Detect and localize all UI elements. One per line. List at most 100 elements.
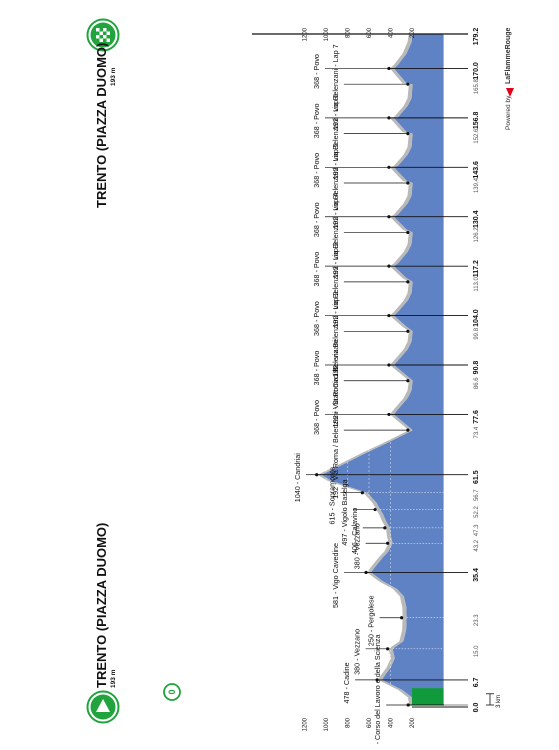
annotation-dot: [406, 280, 410, 284]
minor-km-label: 15.0: [474, 645, 480, 657]
annotation-label: 368 - Povo: [312, 400, 321, 435]
y-tick-label-bottom: 600: [367, 717, 373, 728]
profile-base-band: [412, 34, 444, 705]
major-km-label: 104.0: [473, 309, 480, 327]
annotation-dot: [315, 473, 319, 477]
major-km-label: 90.8: [473, 361, 480, 375]
y-tick-label-top: 600: [367, 27, 373, 38]
annotation-label: 368 - Povo: [312, 252, 321, 287]
km-scale-label: 3 km: [496, 695, 502, 708]
y-tick-label-bottom: 400: [389, 717, 395, 728]
finish-flag-icon: [86, 18, 120, 52]
annotation-dot: [387, 412, 391, 417]
major-km-label: 179.2: [473, 28, 480, 46]
annotation-label: 368 - Povo: [312, 153, 321, 188]
minor-km-label: 126.2: [474, 227, 480, 243]
annotation-dot: [406, 428, 410, 432]
minor-km-label: 165.8: [474, 79, 480, 95]
annotation-label: 192 - via Belenzani - Lap 2: [331, 292, 340, 378]
annotation-dot: [387, 116, 391, 120]
powered-by-text: Powered by: [505, 95, 512, 130]
y-tick-label-top: 800: [346, 27, 352, 38]
annotation-dot: [406, 379, 410, 383]
annotation-label: 250 - Pergolese: [367, 595, 376, 646]
annotation-label: 380 - Vezzano: [353, 629, 362, 675]
annotation-dot: [375, 678, 379, 682]
annotation-dot: [364, 570, 368, 575]
annotation-dot: [383, 526, 387, 530]
minor-km-label: 139.4: [474, 177, 480, 193]
annotation-label: 368 - Povo: [312, 351, 321, 386]
y-tick-label-bottom: 800: [346, 717, 352, 728]
annotation-dot: [406, 230, 410, 235]
minor-km-label: 23.3: [474, 614, 480, 626]
annotation-dot: [386, 541, 390, 545]
annotation-label: 368 - Povo: [312, 54, 321, 89]
major-km-label: 130.4: [473, 210, 480, 228]
annotation-dot: [360, 491, 364, 495]
annotation-dot: [406, 703, 410, 707]
annotation-dot: [406, 132, 410, 136]
brand-flame-icon: [506, 88, 514, 97]
major-km-label: 117.2: [473, 260, 480, 277]
major-km-label: 61.5: [473, 470, 480, 484]
annotation-label: 380 - Vezzano: [353, 523, 362, 569]
annotation-label: 192 - via Belenzani - Lap 4: [331, 193, 340, 279]
annotation-dot: [406, 329, 410, 333]
annotation-dot: [406, 82, 410, 86]
y-tick-label-top: 400: [389, 27, 395, 38]
annotation-label: 192 - via Belenzani - Lap 5: [331, 143, 340, 229]
annotation-label: 192 - via Belenzani - Lap 7: [331, 44, 340, 130]
minor-km-label: 73.4: [474, 426, 480, 438]
start-flag-icon: [86, 690, 120, 724]
start-city: TRENTO (PIAZZA DUOMO): [94, 522, 109, 688]
annotation-dot: [387, 313, 391, 318]
finish-city: TRENTO (PIAZZA DUOMO): [94, 42, 109, 208]
start-zone-block: [412, 688, 444, 705]
profile-road-band: [317, 34, 414, 705]
brand-name: LaFlammeRouge: [505, 27, 512, 84]
annotation-dot: [387, 66, 391, 71]
annotation-label: 192 - Via Roma / Belenzani: [331, 340, 340, 428]
km0-marker-icon: [163, 683, 181, 701]
finish-altitude: 193 m: [110, 67, 117, 86]
annotation-dot: [387, 363, 391, 367]
annotation-label: 1040 - Candriai: [293, 453, 302, 503]
start-altitude: 193 m: [110, 669, 117, 688]
annotation-dot: [387, 165, 391, 169]
major-km-label: 170.0: [473, 62, 480, 80]
annotation-label: 478 - Cadine: [342, 662, 351, 703]
annotation-label: 406 - Calavino: [350, 508, 359, 554]
major-km-label: 6.7: [473, 677, 480, 687]
annotation-label: 368 - Povo: [312, 202, 321, 237]
annotation-dot: [386, 647, 390, 651]
annotation-dot: [406, 181, 410, 185]
minor-km-label: 43.2: [474, 539, 480, 551]
annotation-label: 192 - via Belenzani - Lap 6: [331, 94, 340, 180]
annotation-label: 615 - Sopramonte: [327, 467, 336, 525]
major-km-label: 143.6: [473, 161, 480, 179]
annotation-label: 189 - KM 0 - Corso del Lavoro e della Sc…: [373, 634, 382, 745]
minor-km-label: 56.7: [474, 489, 480, 501]
minor-km-label: 52.2: [474, 506, 480, 518]
minor-km-label: 99.8: [474, 327, 480, 339]
major-km-label: 35.4: [473, 568, 480, 582]
major-km-label: 156.8: [473, 112, 480, 130]
annotation-label: 192 - via Belenzani - Lap 3: [331, 242, 340, 328]
y-tick-label-bottom: 200: [410, 717, 416, 728]
annotation-label: 192 - Via Roma / Belenzani - Start Circu…: [331, 368, 340, 499]
km0-marker-text: 0: [167, 689, 177, 694]
annotation-dot: [373, 507, 377, 512]
major-km-label: 77.6: [473, 410, 480, 424]
minor-km-label: 0.0: [474, 703, 480, 712]
annotation-label: 368 - Povo: [312, 301, 321, 336]
minor-km-label: 152.6: [474, 128, 480, 144]
annotation-dot: [387, 264, 391, 268]
y-tick-label-bottom: 1000: [324, 717, 330, 731]
annotation-label: 368 - Povo: [312, 103, 321, 138]
minor-km-label: 86.6: [474, 377, 480, 389]
y-tick-label-bottom: 1200: [303, 717, 309, 731]
major-km-label: 0.0: [473, 703, 480, 713]
